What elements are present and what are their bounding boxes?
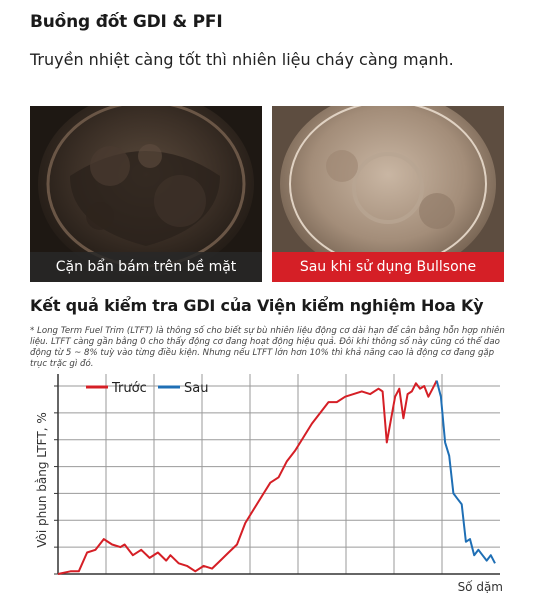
piston-after-photo: Sau khi sử dụng Bullsone [272, 106, 504, 282]
legend-label-after: Sau [184, 381, 208, 396]
ltft-line-chart: Trước Sau Vòi phun bằng LTFT, % Số dặm [35, 374, 503, 594]
series-line-after [435, 380, 496, 564]
after-caption: Sau khi sử dụng Bullsone [272, 252, 504, 282]
series-line-before [57, 380, 438, 575]
legend-label-before: Trước [111, 381, 147, 396]
chart-legend: Trước Sau [86, 381, 208, 396]
x-axis-label: Số dặm [458, 580, 503, 594]
chart-lines [57, 380, 496, 575]
before-caption: Cặn bẩn bám trên bề mặt [30, 252, 262, 282]
section-subtitle: Truyền nhiệt càng tốt thì nhiên liệu chá… [30, 50, 454, 69]
dirty-piston-image [30, 106, 262, 282]
ltft-footnote: * Long Term Fuel Trim (LTFT) là thông số… [30, 326, 505, 369]
section-title: Buồng đốt GDI & PFI [30, 12, 223, 32]
y-axis-label: Vòi phun bằng LTFT, % [35, 412, 49, 547]
piston-before-photo: Cặn bẩn bám trên bề mặt [30, 106, 262, 282]
results-title: Kết quả kiểm tra GDI của Viện kiểm nghiệ… [30, 296, 484, 315]
chart-grid [54, 374, 500, 575]
